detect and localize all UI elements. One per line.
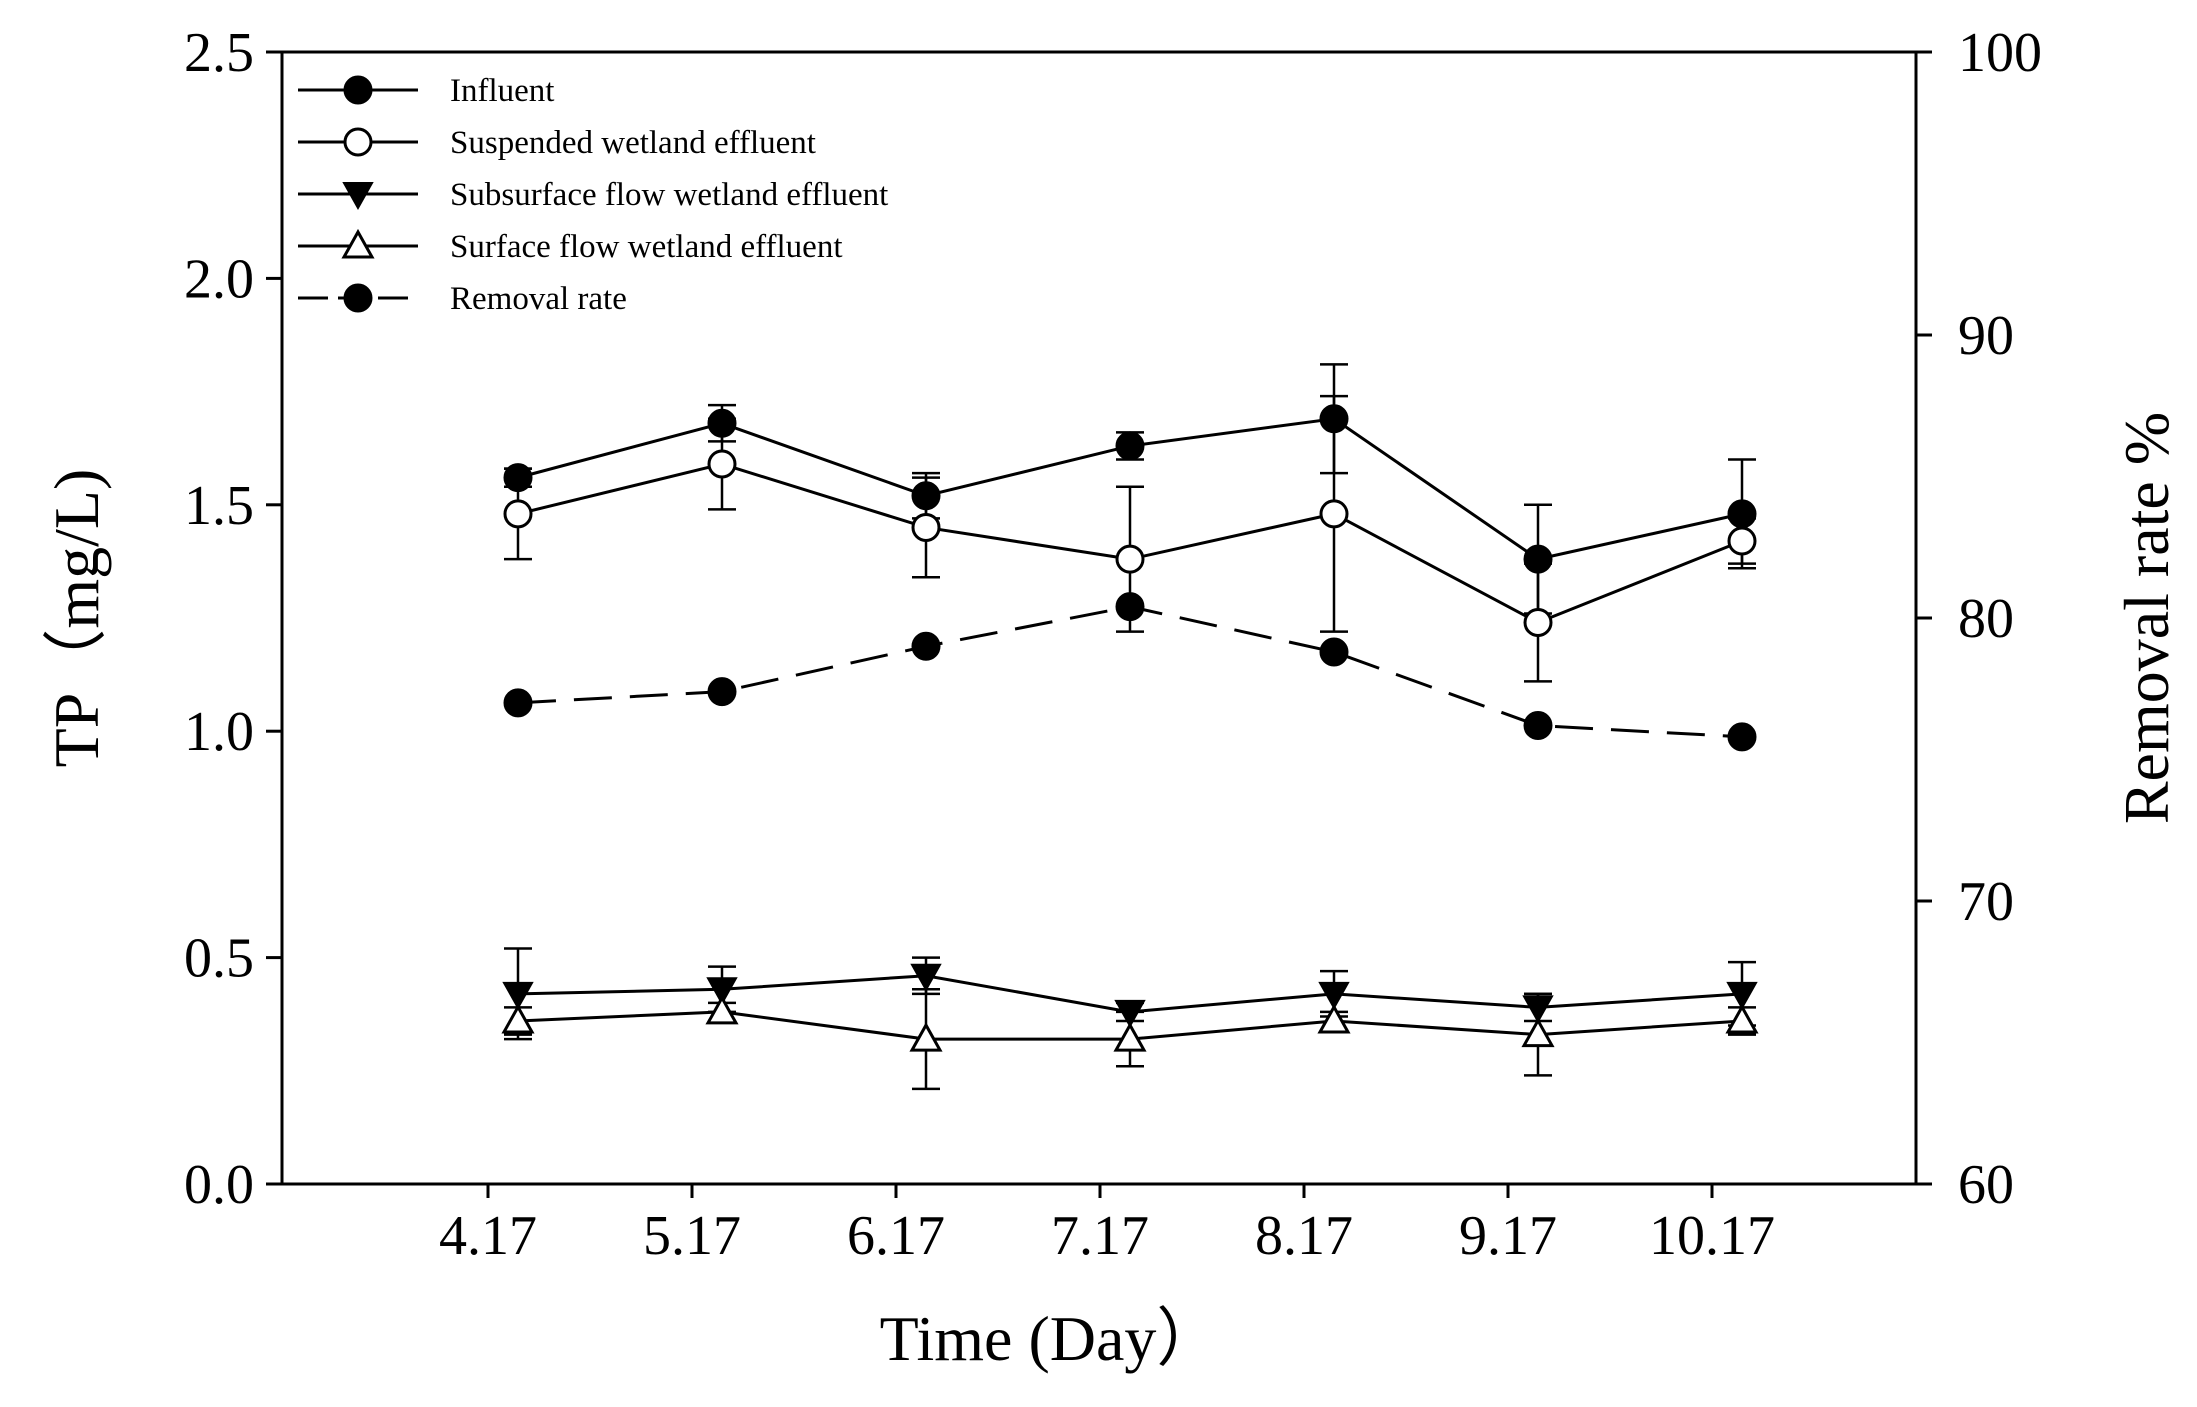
left-y-tick-label: 2.0 <box>184 248 254 310</box>
left-y-axis-title: TP（mg/L) <box>41 469 112 768</box>
x-tick-label: 9.17 <box>1459 1205 1557 1267</box>
data-point <box>911 512 941 542</box>
plot-area-frame <box>280 50 1918 1186</box>
legend-label: Suspended wetland effluent <box>450 125 816 161</box>
right-y-tick-label: 90 <box>1958 305 2014 367</box>
data-point <box>1725 1003 1759 1034</box>
x-tick-label: 7.17 <box>1051 1205 1149 1267</box>
right-y-tick-label: 60 <box>1958 1154 2014 1216</box>
left-y-tick-label: 1.5 <box>184 475 254 537</box>
data-point <box>1521 1017 1555 1048</box>
left-y-tick-label: 1.0 <box>184 701 254 763</box>
x-axis-title: Time (Day） <box>880 1303 1221 1374</box>
x-tick-label: 5.17 <box>643 1205 741 1267</box>
data-point <box>1115 544 1145 574</box>
legend-marker <box>342 182 374 211</box>
data-point <box>1319 499 1349 529</box>
data-point <box>909 1022 943 1052</box>
legend: Influent Suspended wetland effluent Subsur… <box>298 73 888 317</box>
data-point <box>1115 592 1145 622</box>
series-removal-rate <box>503 592 1757 752</box>
data-point <box>911 631 941 661</box>
data-point <box>503 688 533 718</box>
legend-label: Subsurface flow wetland effluent <box>450 177 888 213</box>
data-point <box>501 1003 535 1034</box>
data-point <box>1317 1003 1351 1034</box>
data-point <box>1113 1022 1147 1052</box>
legend-marker <box>343 75 373 105</box>
right-y-tick-label: 100 <box>1958 22 2042 84</box>
data-point <box>1727 722 1757 752</box>
data-point <box>1727 526 1757 556</box>
data-point <box>503 499 533 529</box>
series-layer <box>501 363 1759 1091</box>
series-suspended-wetland-effluent <box>503 394 1757 683</box>
axes-layer: 0.0 0.5 1.0 1.5 2.0 2.5 60 70 80 90 100 4.17 5.17 6.1… <box>184 22 2042 1267</box>
data-point <box>1318 981 1350 1010</box>
right-y-tick-label: 80 <box>1958 588 2014 650</box>
x-tick-label: 8.17 <box>1255 1205 1353 1267</box>
legend-marker <box>343 283 373 313</box>
right-y-tick-label: 70 <box>1958 871 2014 933</box>
x-tick-label: 4.17 <box>439 1205 537 1267</box>
data-point <box>705 994 739 1025</box>
data-point <box>1319 637 1349 667</box>
data-point <box>1726 981 1758 1010</box>
x-tick-label: 10.17 <box>1649 1205 1775 1267</box>
data-point <box>707 677 737 707</box>
data-point <box>707 449 737 479</box>
x-tick-label: 6.17 <box>847 1205 945 1267</box>
right-y-axis-title: Removal rate % <box>2111 412 2182 824</box>
legend-label: Surface flow wetland effluent <box>450 229 843 265</box>
legend-label: Removal rate <box>450 281 627 317</box>
legend-marker <box>343 127 373 157</box>
left-y-tick-label: 2.5 <box>184 22 254 84</box>
left-y-tick-label: 0.0 <box>184 1154 254 1216</box>
legend-label: Influent <box>450 73 554 109</box>
legend-marker <box>341 228 375 259</box>
data-point <box>1115 431 1145 461</box>
data-point <box>1523 608 1553 638</box>
data-point <box>706 977 738 1006</box>
data-point <box>910 963 942 992</box>
data-point <box>1523 711 1553 741</box>
series-surface-flow-wetland-effluent <box>501 988 1759 1091</box>
left-y-tick-label: 0.5 <box>184 928 254 990</box>
data-point <box>502 981 534 1010</box>
